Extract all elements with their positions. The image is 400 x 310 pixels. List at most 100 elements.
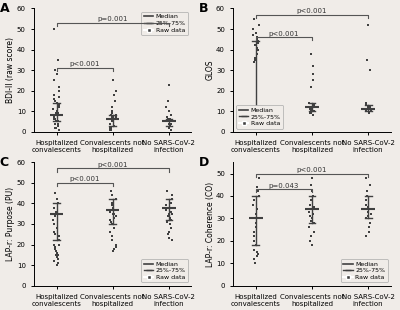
Point bbox=[309, 189, 316, 194]
Point bbox=[307, 111, 313, 116]
Point bbox=[52, 211, 59, 216]
Point bbox=[163, 104, 169, 109]
Point bbox=[51, 259, 58, 263]
Point bbox=[254, 189, 261, 194]
Point bbox=[250, 238, 257, 243]
Point bbox=[111, 92, 118, 97]
Point bbox=[166, 123, 173, 128]
Point bbox=[112, 213, 119, 218]
Text: D: D bbox=[199, 156, 209, 169]
Point bbox=[108, 201, 115, 206]
Point bbox=[256, 193, 262, 198]
Point bbox=[366, 111, 372, 116]
Point bbox=[311, 109, 318, 114]
Point bbox=[306, 100, 312, 105]
Point bbox=[253, 211, 260, 216]
Point bbox=[255, 39, 261, 44]
Text: p=0.001: p=0.001 bbox=[98, 16, 128, 22]
Point bbox=[166, 119, 172, 124]
Point bbox=[308, 51, 314, 56]
Point bbox=[164, 219, 171, 224]
Point bbox=[111, 215, 117, 220]
Point bbox=[308, 111, 315, 116]
Point bbox=[169, 211, 175, 216]
Point bbox=[367, 104, 373, 109]
Point bbox=[363, 216, 369, 221]
Point bbox=[112, 99, 118, 104]
Point bbox=[366, 225, 372, 230]
Point bbox=[110, 78, 117, 83]
Point bbox=[362, 207, 369, 212]
Point bbox=[306, 209, 312, 214]
Point bbox=[56, 84, 62, 89]
Point bbox=[56, 94, 62, 99]
Point bbox=[308, 182, 314, 187]
Point bbox=[311, 104, 318, 109]
Point bbox=[253, 225, 259, 230]
Point bbox=[110, 205, 117, 210]
Point bbox=[56, 238, 62, 243]
Point bbox=[53, 111, 60, 116]
Point bbox=[310, 211, 316, 216]
Point bbox=[108, 127, 114, 132]
Point bbox=[54, 250, 60, 255]
Point bbox=[254, 45, 260, 50]
Point bbox=[166, 211, 173, 216]
Point bbox=[367, 220, 373, 225]
Point bbox=[311, 103, 317, 108]
Point bbox=[55, 57, 61, 62]
Point bbox=[166, 123, 173, 128]
Point bbox=[168, 226, 174, 231]
Text: A: A bbox=[0, 2, 9, 15]
Point bbox=[166, 215, 173, 220]
Point bbox=[107, 121, 113, 126]
Point bbox=[51, 115, 58, 120]
Point bbox=[168, 121, 174, 126]
Point bbox=[168, 238, 175, 243]
Legend: Median, 25%-75%, Raw data: Median, 25%-75%, Raw data bbox=[341, 259, 388, 282]
Point bbox=[107, 127, 113, 132]
Point bbox=[54, 263, 61, 268]
Point bbox=[255, 109, 261, 114]
Point bbox=[56, 234, 63, 239]
Point bbox=[363, 109, 369, 114]
Point bbox=[52, 232, 58, 237]
Point bbox=[253, 51, 260, 56]
Point bbox=[51, 27, 58, 32]
Point bbox=[109, 117, 116, 122]
Point bbox=[255, 47, 262, 52]
Point bbox=[166, 125, 172, 130]
Point bbox=[112, 115, 119, 120]
Point bbox=[111, 246, 118, 251]
Point bbox=[306, 225, 313, 230]
Point bbox=[166, 117, 173, 122]
Point bbox=[51, 242, 58, 247]
Point bbox=[54, 123, 61, 128]
Point bbox=[254, 250, 260, 255]
Point bbox=[311, 220, 317, 225]
Point bbox=[109, 119, 115, 124]
Point bbox=[109, 109, 116, 114]
Point bbox=[164, 117, 171, 122]
Point bbox=[54, 100, 60, 105]
Point bbox=[54, 226, 60, 231]
Point bbox=[255, 111, 262, 116]
Point bbox=[56, 127, 63, 132]
Point bbox=[168, 201, 174, 206]
Point bbox=[250, 216, 256, 221]
Point bbox=[251, 16, 257, 21]
Point bbox=[308, 234, 314, 239]
Point bbox=[251, 234, 258, 239]
Point bbox=[168, 217, 174, 222]
Point bbox=[306, 214, 313, 219]
Text: p<0.001: p<0.001 bbox=[269, 31, 299, 37]
Point bbox=[55, 260, 61, 265]
Point bbox=[364, 104, 371, 109]
Point bbox=[365, 209, 371, 214]
Point bbox=[364, 214, 371, 219]
Point bbox=[56, 242, 62, 247]
Point bbox=[107, 230, 114, 235]
Point bbox=[368, 211, 374, 216]
Point bbox=[108, 188, 115, 193]
Point bbox=[166, 230, 172, 235]
